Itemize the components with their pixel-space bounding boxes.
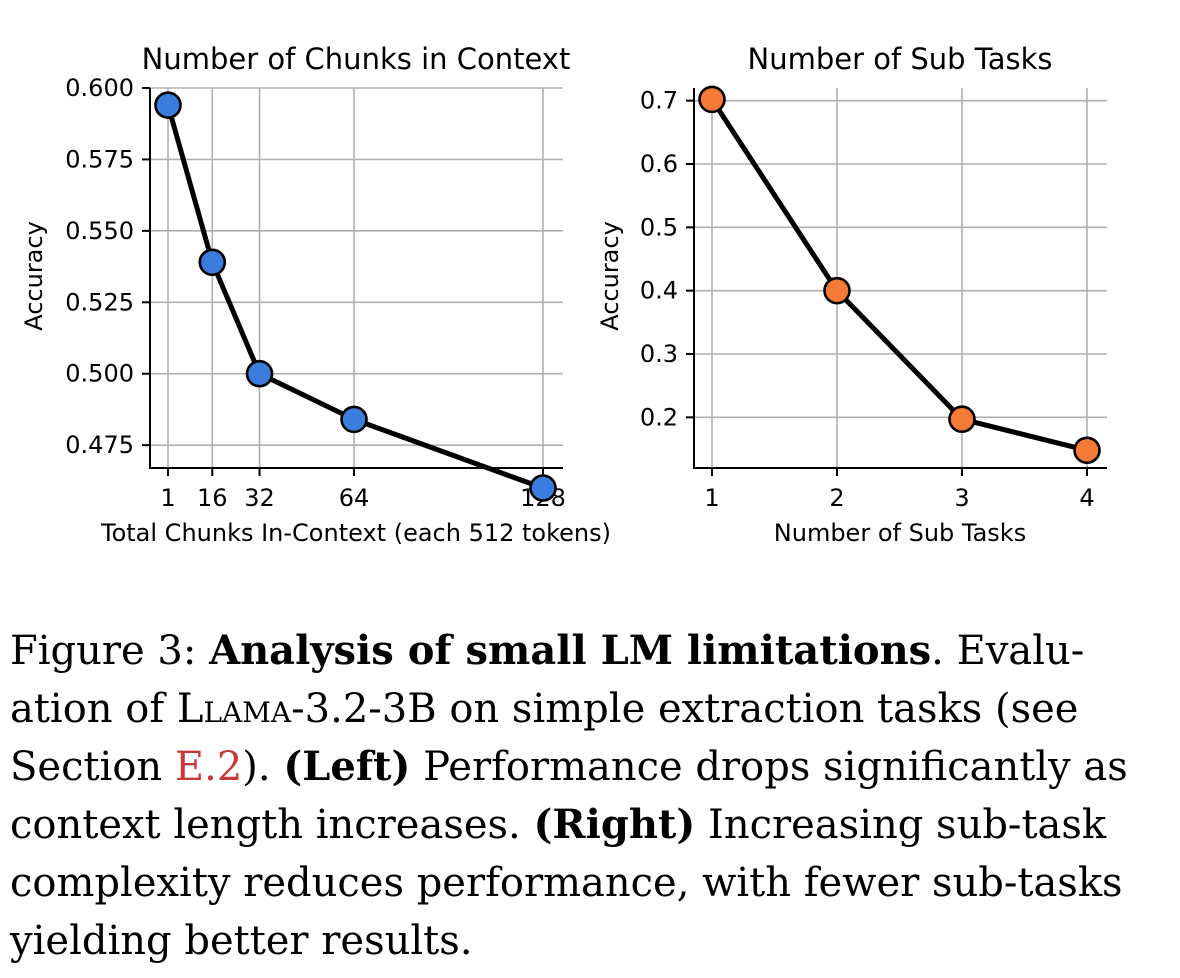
left-chart-grid <box>150 87 563 468</box>
right-chart-data-point <box>823 276 851 305</box>
right-chart: Number of Sub Tasks 0.7 0.6 0.5 0.4 0.3 0.2 1… <box>596 42 1107 547</box>
figure-caption: Figure 3: Analysis of small LM limitatio… <box>10 622 1140 970</box>
right-chart-data-point <box>698 85 726 114</box>
left-chart-y-ticks: 0.600 0.575 0.550 0.525 0.500 0.475 <box>65 74 150 459</box>
left-chart-y-tick-label: 0.500 <box>65 360 134 388</box>
caption-line-2: ation of Llama-3.2-3B on simple extracti… <box>10 680 1140 738</box>
right-chart-y-axis-label: Accuracy <box>596 221 624 331</box>
caption-text: context length increases. <box>10 802 534 848</box>
right-chart-y-tick-label: 0.6 <box>640 150 678 178</box>
left-chart-y-tick-label: 0.575 <box>65 145 134 173</box>
left-chart-y-axis-label: Accuracy <box>20 221 48 331</box>
right-chart-grid <box>694 88 1107 468</box>
left-chart-y-tick-label: 0.475 <box>65 431 134 459</box>
left-chart-x-tick-label: 64 <box>339 484 370 512</box>
caption-text: . Evalu- <box>931 628 1085 674</box>
left-chart: Number of Chunks in Context 0.6000.5750.… <box>20 42 611 547</box>
caption-line-1: Figure 3: Analysis of small LM limitatio… <box>10 622 1140 680</box>
right-chart-series-line <box>709 98 1088 453</box>
figure: Number of Chunks in Context 0.6000.5750.… <box>20 42 1107 547</box>
left-chart-x-tick-label: 16 <box>197 484 228 512</box>
right-chart-y-tick-label: 0.7 <box>640 87 678 115</box>
caption-line-4: context length increases. (Right) Increa… <box>10 796 1140 854</box>
left-chart-x-tick-label: 32 <box>244 484 275 512</box>
right-chart-title: Number of Sub Tasks <box>748 42 1053 76</box>
right-chart-x-tick-label: 4 <box>1079 484 1094 512</box>
left-chart-data-point <box>245 359 274 388</box>
left-chart-y-tick-label: 0.525 <box>65 288 134 316</box>
left-chart-y-tick-label: 0.550 <box>65 217 134 245</box>
right-chart-x-ticks: 1 2 3 4 <box>704 468 1095 512</box>
right-chart-y-tick-label: 0.5 <box>640 213 678 241</box>
caption-text: Performance drops significantly as <box>410 744 1128 790</box>
caption-left-label: (Left) <box>283 743 411 790</box>
caption-figure-number: Figure 3: <box>10 628 210 674</box>
caption-line-3: Section E.2). (Left) Performance drops s… <box>10 738 1140 796</box>
left-chart-x-ticks: 1163264128 <box>160 468 566 512</box>
right-chart-points <box>698 85 1101 465</box>
right-chart-y-ticks: 0.7 0.6 0.5 0.4 0.3 0.2 <box>640 87 694 431</box>
left-chart-x-tick-label: 1 <box>160 484 175 512</box>
caption-text: ation of <box>10 686 177 732</box>
right-chart-x-axis-label: Number of Sub Tasks <box>774 519 1026 547</box>
caption-text: -3.2-3B on simple extraction tasks (see <box>291 686 1079 732</box>
left-chart-title: Number of Chunks in Context <box>142 42 571 76</box>
left-chart-y-tick-label: 0.600 <box>65 74 134 102</box>
right-chart-data-point <box>1073 436 1101 465</box>
caption-right-label: (Right) <box>533 801 696 848</box>
right-chart-x-tick-label: 3 <box>954 484 969 512</box>
right-chart-y-tick-label: 0.2 <box>640 403 678 431</box>
left-chart-data-point <box>198 248 227 277</box>
left-chart-data-point <box>340 405 368 434</box>
right-chart-x-tick-label: 2 <box>829 484 844 512</box>
left-chart-points <box>154 91 557 502</box>
right-chart-y-tick-label: 0.3 <box>640 340 678 368</box>
caption-title: Analysis of small LM limitations <box>209 627 932 674</box>
section-reference-link[interactable]: E.2 <box>174 744 243 790</box>
left-chart-x-axis-label: Total Chunks In-Context (each 512 tokens… <box>100 519 611 547</box>
right-chart-y-tick-label: 0.4 <box>640 277 678 305</box>
caption-text: Increasing sub-task <box>695 802 1107 848</box>
left-chart-data-point <box>154 91 182 119</box>
left-chart-data-point <box>529 474 557 502</box>
caption-text: Section <box>10 744 175 790</box>
caption-text: ). <box>242 744 284 790</box>
caption-line-5: complexity reduces performance, with few… <box>10 860 1123 906</box>
right-chart-x-tick-label: 1 <box>704 484 719 512</box>
caption-model-name: Llama <box>176 686 292 732</box>
right-chart-data-point <box>948 405 976 434</box>
caption-line-6: yielding better results. <box>10 918 473 964</box>
